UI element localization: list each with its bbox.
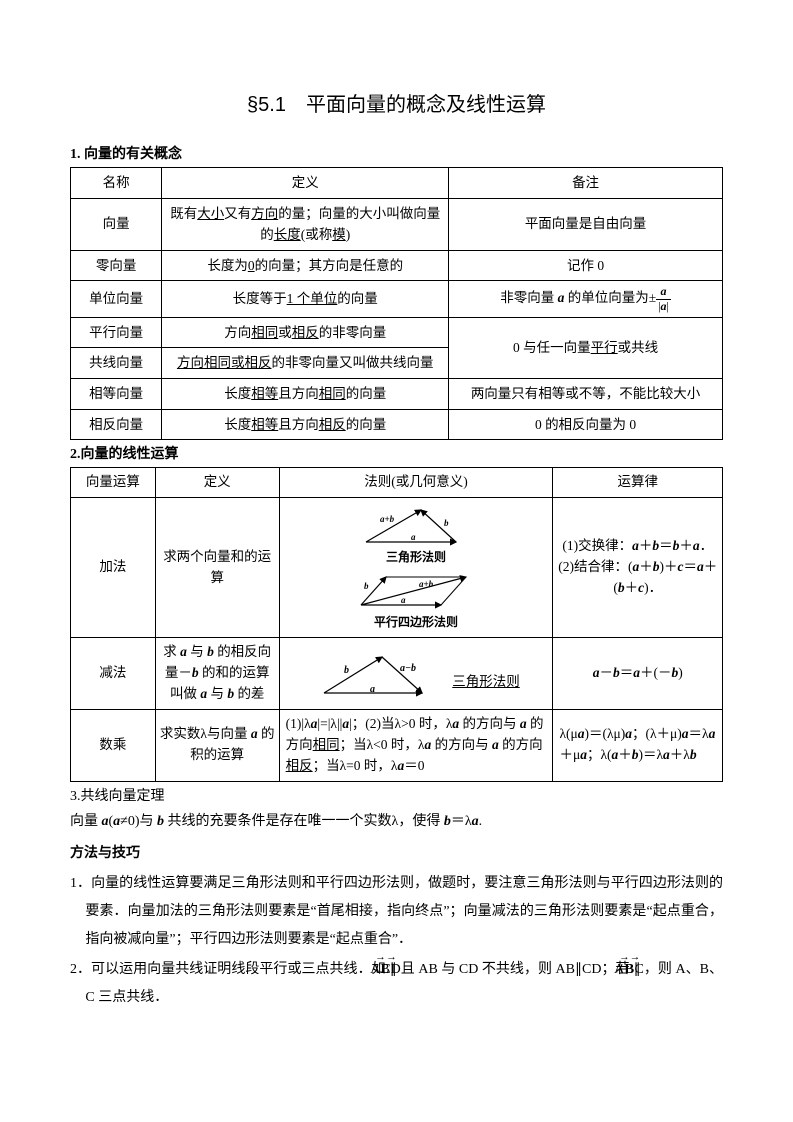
table-row: 相等向量 长度相等且方向相同的向量 两向量只有相等或不等，不能比较大小 [71, 378, 723, 409]
methods-head: 方法与技巧 [70, 841, 723, 868]
svg-text:a+b: a+b [419, 579, 434, 589]
cell: 数乘 [71, 710, 156, 782]
table-row: 单位向量 长度等于1 个单位的向量 非零向量 a 的单位向量为±a|a| [71, 281, 723, 317]
th: 运算律 [553, 468, 723, 498]
cell: 求实数λ与向量 a 的积的运算 [155, 710, 279, 782]
cell: 既有大小又有方向的量；向量的大小叫做向量的长度(或称模) [162, 198, 449, 250]
cell: 相反向量 [71, 409, 162, 440]
svg-text:b: b [364, 581, 369, 591]
operations-table: 向量运算 定义 法则(或几何意义) 运算律 加法 求两个向量和的运算 a b a… [70, 467, 723, 782]
cell: 长度相等且方向相同的向量 [162, 378, 449, 409]
table-row: 零向量 长度为0的向量；其方向是任意的 记作 0 [71, 250, 723, 281]
table-row: 向量运算 定义 法则(或几何意义) 运算律 [71, 468, 723, 498]
table-row: 相反向量 长度相等且方向相反的向量 0 的相反向量为 0 [71, 409, 723, 440]
list-item: 2．可以运用向量共线证明线段平行或三点共线．如AB∥CD且 AB 与 CD 不共… [70, 956, 723, 1012]
cell: 求两个向量和的运算 [155, 498, 279, 638]
svg-text:a+b: a+b [380, 514, 395, 524]
list-item: 1．向量的线性运算要满足三角形法则和平行四边形法则，做题时，要注意三角形法则与平… [70, 870, 723, 954]
svg-text:a: a [370, 684, 375, 695]
cell: 减法 [71, 638, 156, 710]
section-2-head: 2.向量的线性运算 [70, 444, 723, 465]
svg-text:b: b [344, 665, 349, 676]
triangle-rule-icon: a b a+b [356, 504, 476, 546]
concepts-table: 名称 定义 备注 向量 既有大小又有方向的量；向量的大小叫做向量的长度(或称模)… [70, 167, 723, 440]
cell: 长度等于1 个单位的向量 [162, 281, 449, 317]
table-row: 数乘 求实数λ与向量 a 的积的运算 (1)|λa|=|λ||a|；(2)当λ>… [71, 710, 723, 782]
section-1-head: 1. 向量的有关概念 [70, 144, 723, 165]
table-row: 加法 求两个向量和的运算 a b a+b 三角形法则 [71, 498, 723, 638]
cell: 平行向量 [71, 317, 162, 348]
fraction-icon: a|a| [656, 285, 671, 312]
th-note: 备注 [449, 168, 723, 199]
cell: 共线向量 [71, 348, 162, 379]
cell: 0 的相反向量为 0 [449, 409, 723, 440]
subtraction-rule-icon: a b a−b [312, 649, 442, 699]
cell: (1)交换律：a＋b＝b＋a．(2)结合律：(a＋b)＋c＝a＋(b＋c)． [553, 498, 723, 638]
diagram-label: 三角形法则 [386, 548, 446, 567]
cell: 零向量 [71, 250, 162, 281]
methods-section: 方法与技巧 1．向量的线性运算要满足三角形法则和平行四边形法则，做题时，要注意三… [70, 841, 723, 1012]
cell: 加法 [71, 498, 156, 638]
diagram-label: 三角形法则 [452, 672, 520, 693]
cell: 记作 0 [449, 250, 723, 281]
cell: 求 a 与 b 的相反向量－b 的和的运算叫做 a 与 b 的差 [155, 638, 279, 710]
cell: 非零向量 a 的单位向量为±a|a| [449, 281, 723, 317]
cell: λ(μa)＝(λμ)a；(λ＋μ)a＝λa＋μa；λ(a＋b)＝λa＋λb [553, 710, 723, 782]
cell: 方向相同或相反的非零向量又叫做共线向量 [162, 348, 449, 379]
cell: 相等向量 [71, 378, 162, 409]
svg-text:a: a [401, 595, 406, 605]
table-row: 向量 既有大小又有方向的量；向量的大小叫做向量的长度(或称模) 平面向量是自由向… [71, 198, 723, 250]
page-title: §5.1 平面向量的概念及线性运算 [70, 90, 723, 120]
cell: 方向相同或相反的非零向量 [162, 317, 449, 348]
th: 向量运算 [71, 468, 156, 498]
diagram-label: 平行四边形法则 [374, 613, 458, 632]
parallelogram-rule-icon: a b a+b [351, 569, 481, 611]
cell: a－b＝a＋(－b) [553, 638, 723, 710]
svg-text:a−b: a−b [400, 663, 416, 674]
table-row: 减法 求 a 与 b 的相反向量－b 的和的运算叫做 a 与 b 的差 a b … [71, 638, 723, 710]
cell: (1)|λa|=|λ||a|；(2)当λ>0 时，λa 的方向与 a 的方向相同… [279, 710, 553, 782]
theorem-text: 向量 a(a≠0)与 b 共线的充要条件是存在唯一一个实数λ，使得 b＝λa. [70, 809, 723, 836]
th: 定义 [155, 468, 279, 498]
svg-text:b: b [444, 518, 449, 528]
th: 法则(或几何意义) [279, 468, 553, 498]
cell: 平面向量是自由向量 [449, 198, 723, 250]
cell: 0 与任一向量平行或共线 [449, 317, 723, 378]
vector-BC-icon: BC [641, 956, 644, 984]
section-3-head: 3.共线向量定理 [70, 786, 723, 807]
svg-text:a: a [411, 532, 416, 542]
cell: 长度为0的向量；其方向是任意的 [162, 250, 449, 281]
cell: 向量 [71, 198, 162, 250]
vector-CD-icon: CD [397, 956, 401, 984]
th-name: 名称 [71, 168, 162, 199]
table-row: 平行向量 方向相同或相反的非零向量 0 与任一向量平行或共线 [71, 317, 723, 348]
cell: a b a+b 三角形法则 a b a+b 平行四边形法则 [279, 498, 553, 638]
th-def: 定义 [162, 168, 449, 199]
cell: 单位向量 [71, 281, 162, 317]
table-row: 名称 定义 备注 [71, 168, 723, 199]
cell: a b a−b 三角形法则 [279, 638, 553, 710]
cell: 两向量只有相等或不等，不能比较大小 [449, 378, 723, 409]
cell: 长度相等且方向相反的向量 [162, 409, 449, 440]
